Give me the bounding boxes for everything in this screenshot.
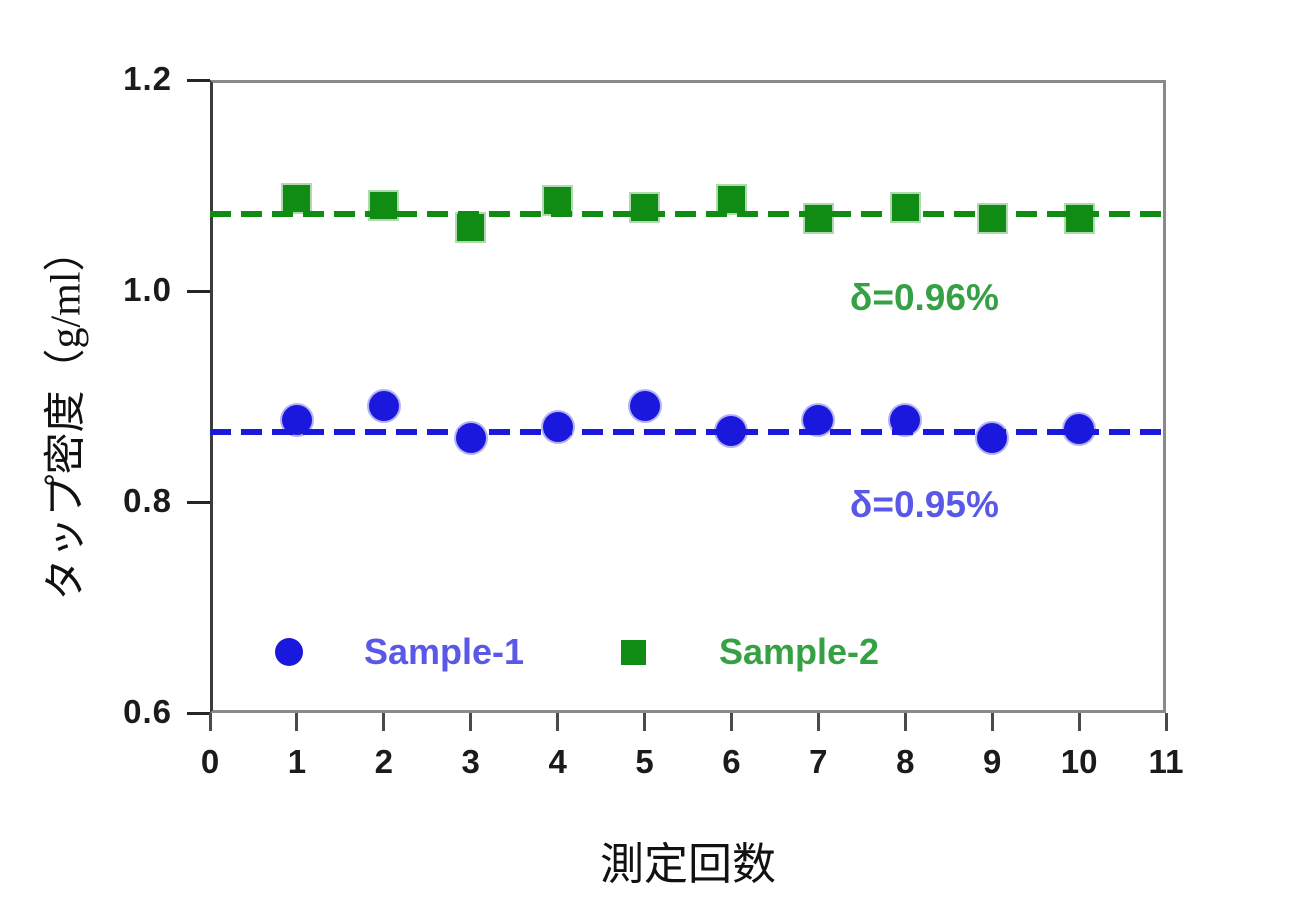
x-tick-mark [1077,713,1081,731]
y-tick-mark [187,78,210,82]
data-point-sample-2 [1065,204,1093,232]
y-tick-mark [187,289,210,293]
mean-dashed-line-sample-1 [210,429,1166,436]
x-tick-label: 8 [896,743,915,780]
x-tick-mark [382,713,386,731]
data-point-sample-2 [631,194,659,222]
data-point-sample-2 [457,214,485,242]
plot-area [210,80,1166,713]
x-tick-label: 4 [548,743,567,780]
x-tick-label: 6 [722,743,741,780]
x-tick-label: 2 [374,743,393,780]
y-tick-label: 0.8 [123,482,172,519]
x-tick-mark [729,713,733,731]
y-tick-mark [187,500,210,504]
annotation-sample-2: δ=0.96% [849,277,999,319]
x-tick-mark [903,713,907,731]
data-point-sample-2 [544,186,572,214]
data-point-sample-2 [978,204,1006,232]
x-tick-mark [295,713,299,731]
y-tick-label: 0.6 [123,693,172,730]
x-tick-mark [556,713,560,731]
data-point-sample-1 [890,404,921,435]
data-point-sample-1 [716,416,747,447]
data-point-sample-1 [803,404,834,435]
legend-marker-sample-2 [620,639,646,665]
y-tick-mark [187,711,210,715]
x-tick-label: 3 [461,743,480,780]
x-tick-label: 5 [635,743,654,780]
x-tick-label: 10 [1060,743,1098,780]
x-tick-mark [990,713,994,731]
legend-label-sample-2: Sample-2 [719,631,880,672]
data-point-sample-2 [283,184,311,212]
x-tick-mark [816,713,820,731]
x-tick-label: 1 [287,743,307,780]
x-tick-mark [208,713,212,731]
data-point-sample-1 [368,390,399,421]
x-axis-title: 測定回数 [600,840,776,889]
data-point-sample-2 [370,192,398,220]
data-point-sample-2 [804,204,832,232]
data-point-sample-1 [542,412,573,443]
x-tick-label: 7 [809,743,828,780]
data-point-sample-1 [281,404,312,435]
x-tick-mark [1164,713,1168,731]
x-tick-mark [643,713,647,731]
data-point-sample-1 [1064,414,1095,445]
x-tick-label: 9 [982,743,1002,780]
y-axis-title: タップ密度（g/ml） [43,228,90,601]
legend-marker-sample-1 [275,638,303,666]
annotation-sample-1: δ=0.95% [849,484,999,526]
data-point-sample-2 [717,185,745,213]
x-tick-label: 0 [200,743,220,780]
data-point-sample-1 [455,422,486,453]
y-tick-label: 1.2 [123,60,172,97]
y-tick-label: 1.0 [123,271,172,308]
data-point-sample-1 [629,390,660,421]
data-point-sample-2 [891,194,919,222]
data-point-sample-1 [977,422,1008,453]
mean-dashed-line-sample-2 [210,210,1166,217]
legend-label-sample-1: Sample-1 [364,631,525,672]
x-tick-label: 11 [1148,743,1184,780]
x-tick-mark [469,713,473,731]
